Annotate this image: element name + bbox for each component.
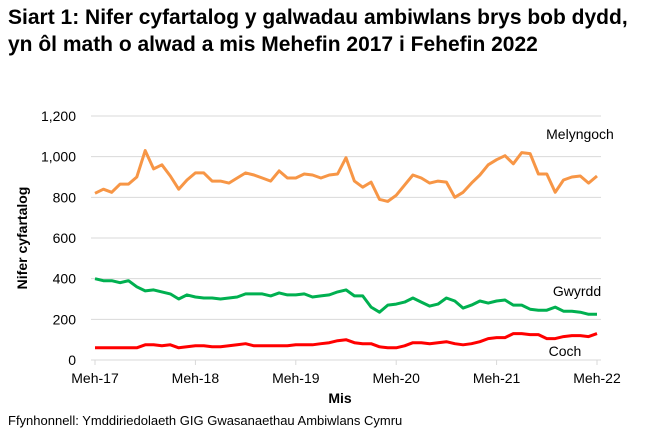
x-tick-label: Meh-20: [372, 370, 420, 386]
y-tick-label: 0: [68, 352, 76, 368]
series-line-coch: [95, 332, 598, 350]
y-tick-label: 1,200: [41, 108, 76, 124]
x-tick-label: Meh-22: [573, 370, 621, 386]
x-tick-label: Meh-19: [272, 370, 320, 386]
chart-title: Siart 1: Nifer cyfartalog y galwadau amb…: [8, 6, 628, 56]
series-label-gwyrdd: Gwyrdd: [553, 283, 601, 299]
y-tick-label: 800: [53, 189, 77, 205]
y-axis-label: Nifer cyfartalog: [14, 187, 30, 290]
y-tick-label: 400: [53, 271, 77, 287]
y-tick-label: 1,000: [41, 149, 76, 165]
series-line-melyngoch: [94, 149, 598, 203]
y-tick-label: 600: [53, 230, 77, 246]
x-tick-label: Meh-18: [172, 370, 220, 386]
y-tick-label: 200: [53, 311, 77, 327]
series-line-gwyrdd: [94, 277, 597, 316]
x-tick-label: Meh-17: [71, 370, 119, 386]
source-note: Ffynhonnell: Ymddiriedolaeth GIG Gwasana…: [8, 413, 403, 428]
series-label-melyngoch: Melyngoch: [546, 126, 614, 142]
x-axis-label: Mis: [328, 390, 352, 406]
series-label-coch: Coch: [549, 343, 582, 359]
x-tick-label: Meh-21: [473, 370, 521, 386]
